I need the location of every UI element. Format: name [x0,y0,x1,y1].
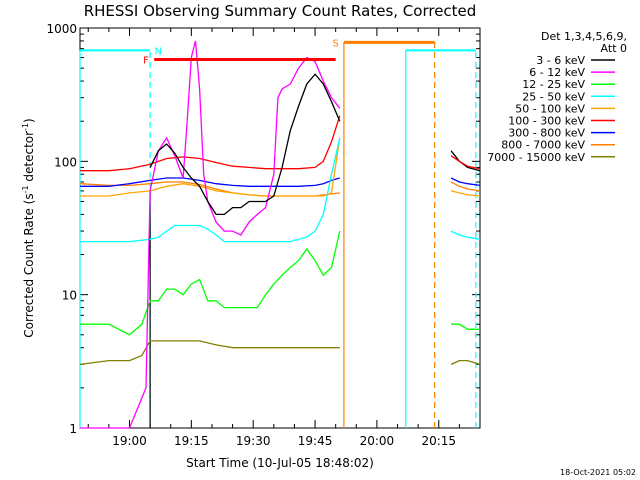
series-line [450,359,481,366]
flag-label: S [332,38,338,49]
x-tick-label: 19:45 [298,434,333,448]
series-line [149,73,341,216]
series-line [450,155,481,170]
generated-timestamp: 18-Oct-2021 05:02 [560,468,636,477]
series-line [450,230,481,240]
flag-label: N [155,46,162,57]
flag-label: F [143,56,149,67]
x-tick-label: 20:15 [421,434,456,448]
y-tick-label: 1000 [46,22,77,36]
legend-label: 50 - 100 keV [515,102,585,115]
x-tick-label: 20:00 [360,434,395,448]
series-line [450,181,481,192]
series-line [80,137,341,243]
series-line [450,177,481,187]
legend-label: 300 - 800 keV [508,127,585,140]
series-line [80,230,341,336]
chart-marks: 1 10 100 1000 19:00 19:15 19:30 19:45 20:00 20:15… [46,22,481,448]
series-line [451,323,480,330]
series-line [80,177,340,187]
legend-label: 3 - 6 keV [536,54,585,67]
series-line [80,115,341,172]
legend-label: 12 - 25 keV [522,78,585,91]
legend-label: 6 - 12 keV [529,66,585,79]
x-tick-label: 19:15 [174,434,209,448]
legend-header-line-1: Det 1,3,4,5,6,9, [541,30,627,43]
series-line [80,40,341,429]
y-tick-label: 1 [69,422,77,436]
y-tick-label: 100 [54,155,77,169]
legend-label: 800 - 7000 keV [501,139,585,152]
series-line [80,137,341,197]
x-axis-label: Start Time (10-Jul-05 18:48:02) [186,456,374,470]
x-tick-label: 19:00 [112,434,147,448]
y-axis-label: Corrected Count Rate (s-1 detector-1) [21,118,36,337]
series-line [450,190,481,197]
series-line [79,340,340,366]
legend-label: 7000 - 15000 keV [487,151,585,164]
y-tick-label: 10 [62,289,77,303]
legend-label: 100 - 300 keV [508,115,585,128]
chart-title: RHESSI Observing Summary Count Rates, Co… [84,2,477,20]
legend-header-line-2: Att 0 [601,42,627,55]
plot-frame [79,27,481,429]
x-tick-label: 19:30 [236,434,271,448]
legend-label: 25 - 50 keV [522,90,585,103]
